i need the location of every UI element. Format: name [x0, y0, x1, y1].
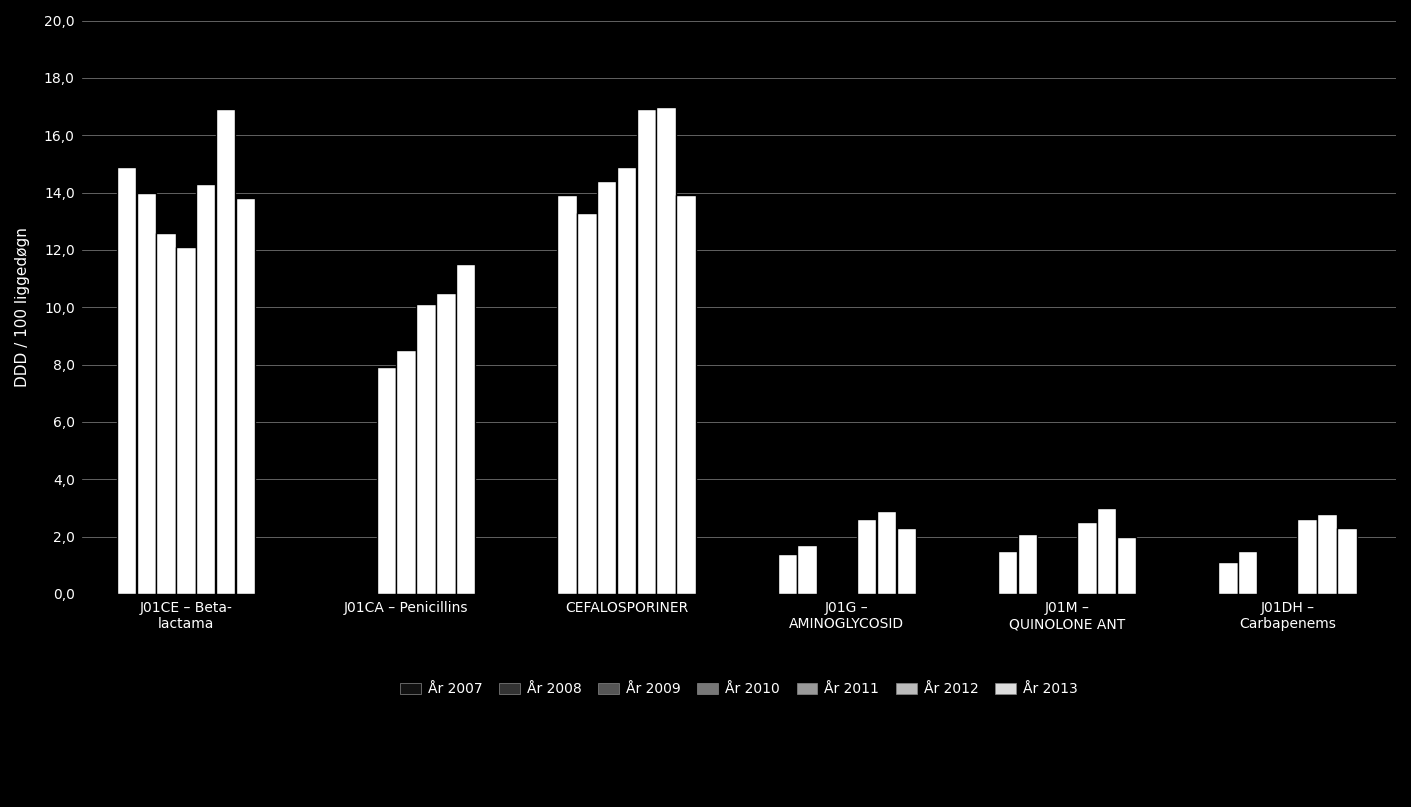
Bar: [1077, 522, 1096, 594]
Bar: [656, 107, 676, 594]
Bar: [896, 528, 916, 594]
Bar: [876, 511, 896, 594]
Bar: [1298, 520, 1316, 594]
Bar: [577, 212, 597, 594]
Y-axis label: DDD / 100 liggedøgn: DDD / 100 liggedøgn: [16, 228, 30, 387]
Bar: [196, 184, 216, 594]
Bar: [1218, 562, 1237, 594]
Bar: [856, 520, 876, 594]
Bar: [176, 247, 196, 594]
Bar: [436, 293, 456, 594]
Bar: [157, 232, 176, 594]
Bar: [1118, 537, 1136, 594]
Bar: [396, 350, 416, 594]
Bar: [377, 367, 396, 594]
Bar: [557, 195, 577, 594]
Bar: [416, 304, 436, 594]
Bar: [797, 546, 817, 594]
Bar: [236, 199, 255, 594]
Bar: [117, 167, 135, 594]
Bar: [216, 110, 236, 594]
Bar: [1318, 514, 1336, 594]
Bar: [777, 554, 797, 594]
Bar: [1096, 508, 1116, 594]
Bar: [676, 195, 696, 594]
Legend: År 2007, År 2008, År 2009, År 2010, År 2011, År 2012, År 2013: År 2007, År 2008, År 2009, År 2010, År 2…: [395, 676, 1084, 702]
Bar: [617, 167, 636, 594]
Bar: [636, 110, 656, 594]
Bar: [1237, 551, 1257, 594]
Bar: [1338, 528, 1356, 594]
Bar: [597, 181, 617, 594]
Bar: [456, 264, 476, 594]
Bar: [137, 193, 157, 594]
Bar: [1017, 533, 1037, 594]
Bar: [998, 551, 1017, 594]
